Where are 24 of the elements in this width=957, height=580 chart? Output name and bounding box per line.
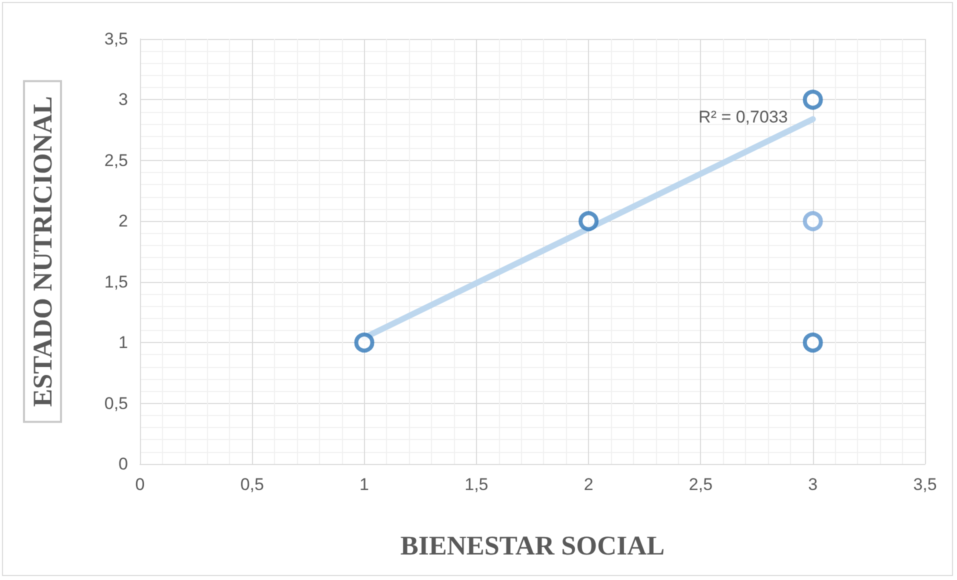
x-tick-label: 2 <box>584 475 594 494</box>
x-tick-label: 3 <box>808 475 818 494</box>
y-tick-label: 1,5 <box>104 272 128 292</box>
y-tick-label: 2 <box>118 212 128 231</box>
x-tick-label: 0 <box>135 475 145 494</box>
x-axis-title: BIENESTAR SOCIAL <box>400 530 665 560</box>
annotation: R² = 0,7033 <box>698 108 788 127</box>
y-tick-label: 3 <box>118 90 128 110</box>
point <box>802 332 823 353</box>
x-tick-label: 0,5 <box>240 475 264 494</box>
x-tick-label: 1,5 <box>464 475 488 494</box>
x-tick-label: 2,5 <box>688 475 713 494</box>
x-tick-label: 3,5 <box>913 475 937 494</box>
point <box>802 90 823 110</box>
y-tick-label: 0 <box>118 454 128 474</box>
point <box>578 211 599 232</box>
y-tick-label: 1 <box>118 333 128 352</box>
y-tick-label: 0,5 <box>104 394 128 413</box>
point <box>802 211 823 232</box>
point <box>354 332 374 353</box>
y-tick-label: 3,5 <box>104 30 128 48</box>
x-tick-label: 1 <box>360 475 370 494</box>
y-tick-label: 2,5 <box>104 150 128 170</box>
y-axis-title: ESTADO NUTRICIONAL <box>28 96 58 407</box>
